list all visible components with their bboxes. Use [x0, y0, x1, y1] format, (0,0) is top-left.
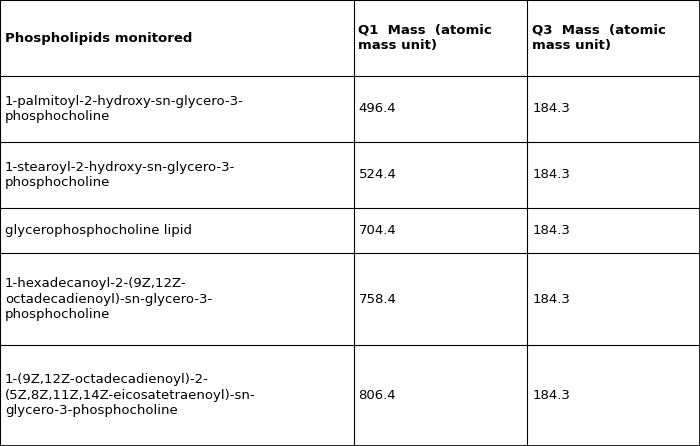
Text: 704.4: 704.4 [358, 224, 396, 237]
Text: 184.3: 184.3 [532, 389, 570, 402]
Text: 1-palmitoyl-2-hydroxy-sn-glycero-3-
phosphocholine: 1-palmitoyl-2-hydroxy-sn-glycero-3- phos… [5, 95, 244, 123]
Text: Q3  Mass  (atomic
mass unit): Q3 Mass (atomic mass unit) [532, 24, 666, 52]
Text: 806.4: 806.4 [358, 389, 396, 402]
Text: 1-(9Z,12Z-octadecadienoyl)-2-
(5Z,8Z,11Z,14Z-eicosatetraenoyl)-sn-
glycero-3-pho: 1-(9Z,12Z-octadecadienoyl)-2- (5Z,8Z,11Z… [5, 373, 256, 417]
Text: 524.4: 524.4 [358, 168, 396, 182]
Text: 184.3: 184.3 [532, 224, 570, 237]
Text: 1-stearoyl-2-hydroxy-sn-glycero-3-
phosphocholine: 1-stearoyl-2-hydroxy-sn-glycero-3- phosp… [5, 161, 235, 189]
Text: Q1  Mass  (atomic
mass unit): Q1 Mass (atomic mass unit) [358, 24, 492, 52]
Text: 184.3: 184.3 [532, 103, 570, 116]
Text: 184.3: 184.3 [532, 293, 570, 306]
Text: glycerophosphocholine lipid: glycerophosphocholine lipid [5, 224, 192, 237]
Text: 496.4: 496.4 [358, 103, 396, 116]
Text: 758.4: 758.4 [358, 293, 396, 306]
Text: 1-hexadecanoyl-2-(9Z,12Z-
octadecadienoyl)-sn-glycero-3-
phosphocholine: 1-hexadecanoyl-2-(9Z,12Z- octadecadienoy… [5, 277, 212, 321]
Text: Phospholipids monitored: Phospholipids monitored [5, 32, 193, 45]
Text: 184.3: 184.3 [532, 168, 570, 182]
